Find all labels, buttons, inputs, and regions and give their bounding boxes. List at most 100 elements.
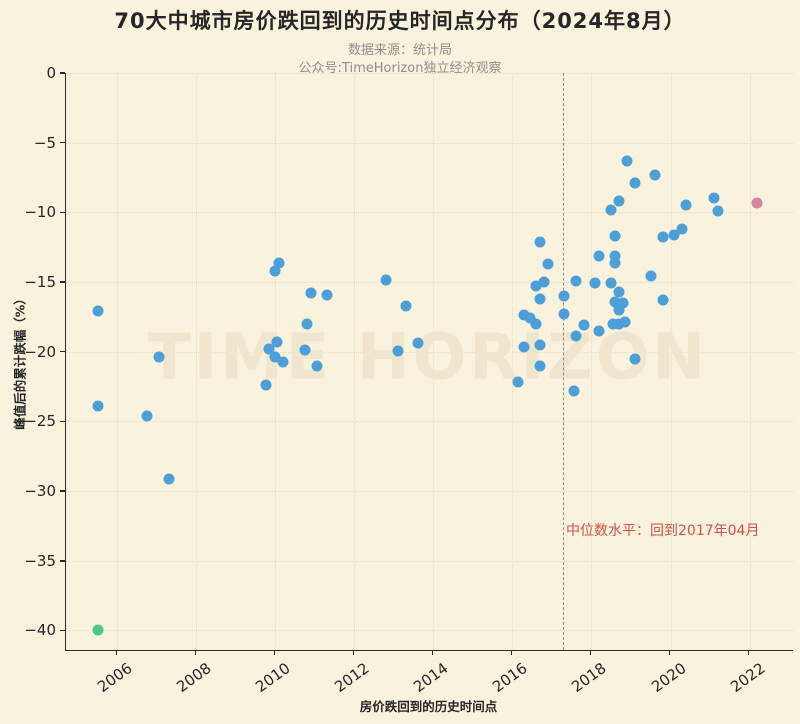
data-point-cities [613,286,625,298]
gridline-horizontal [66,491,793,493]
data-point-cities [570,330,582,342]
x-tick-mark [747,650,750,655]
gridline-vertical [196,73,198,650]
gridline-horizontal [66,142,793,144]
data-point-cities [619,316,631,328]
data-point-cities [518,341,530,353]
data-point-cities [524,312,536,324]
data-point-cities [263,343,275,355]
data-point-latest-fallback-city [751,197,763,209]
data-point-cities [269,351,281,363]
watermark: TIME HORIZON [147,320,709,394]
data-point-cities [676,223,688,235]
gridline-horizontal [66,212,793,214]
data-point-cities [607,318,619,330]
data-point-cities [712,205,724,217]
gridline-vertical [591,73,593,650]
x-tick-mark [352,650,355,655]
median-dashed-line [563,73,565,650]
data-point-cities [593,250,605,262]
data-point-earliest-fallback-city [92,624,104,636]
data-point-cities [589,277,601,289]
x-tick-label: 2006 [94,659,136,697]
data-point-cities [613,195,625,207]
x-tick-mark [273,650,276,655]
data-point-cities [534,360,546,372]
data-point-cities [534,339,546,351]
y-tick-label: −5 [33,133,56,152]
data-point-cities [518,309,530,321]
data-point-cities [613,304,625,316]
y-tick-mark [60,281,65,283]
gridline-vertical [354,73,356,650]
data-point-cities [141,410,153,422]
x-tick-label: 2012 [331,659,374,697]
y-tick-mark [60,420,65,423]
data-point-cities [260,379,272,391]
data-point-cities [299,344,311,356]
chart-subtitle-account: 公众号:TimeHorizon独立经济观察 [298,61,502,76]
data-point-cities [542,258,554,270]
data-point-cities [92,305,104,317]
x-tick-label: 2014 [410,659,453,697]
data-point-cities [657,231,669,243]
x-tick-mark [194,650,197,655]
data-point-cities [530,280,542,292]
data-point-cities [534,293,546,305]
data-point-cities [605,277,617,289]
gridline-horizontal [66,560,793,562]
data-point-cities [609,230,621,242]
gridline-vertical [670,73,672,650]
y-tick-label: −30 [24,482,56,501]
chart-subtitle-source: 数据来源：统计局 [347,43,452,58]
x-tick-label: 2010 [252,659,294,697]
data-point-cities [380,274,392,286]
gridline-vertical [749,73,751,650]
y-tick-mark [60,560,65,562]
y-tick-label: −10 [24,203,56,222]
data-point-cities [530,318,542,330]
data-point-cities [321,289,333,301]
data-point-cities [680,199,692,211]
y-tick-mark [60,629,65,632]
y-axis-label: 峰值后的累计跌幅（%） [12,292,28,430]
y-tick-mark [60,72,65,74]
chart-title: 70大中城市房价跌回到的历史时间点分布（2024年8月） [114,9,686,33]
data-point-cities [609,250,621,262]
data-point-cities [708,192,720,204]
x-tick-label: 2020 [647,659,690,697]
y-tick-mark [60,350,65,353]
x-tick-mark [589,650,592,655]
gridline-horizontal [66,73,793,74]
x-tick-mark [115,650,118,655]
gridline-horizontal [66,630,793,632]
data-point-cities [621,155,633,167]
y-tick-label: −35 [24,551,56,570]
data-point-cities [305,287,317,299]
data-point-cities [277,356,289,367]
gridline-vertical [512,73,514,650]
data-point-cities [629,353,641,365]
data-point-cities [578,319,590,331]
data-point-cities [613,318,625,330]
median-annotation: 中位数水平：回到2017年04月 [566,523,760,539]
gridline-horizontal [66,421,793,423]
data-point-cities [645,270,657,282]
data-point-cities [400,300,412,312]
data-point-cities [629,177,641,189]
data-point-cities [558,290,570,302]
plot-area: TIME HORIZON 中位数水平：回到2017年04月 [65,73,793,651]
y-tick-mark [60,490,65,492]
data-point-cities [668,229,680,241]
data-point-cities [593,325,605,337]
data-point-cities [301,318,313,330]
data-point-cities [271,336,283,348]
x-tick-label: 2018 [568,659,611,697]
data-point-cities [153,351,165,363]
data-point-cities [605,204,617,216]
x-tick-mark [431,650,434,655]
x-tick-label: 2022 [726,659,769,697]
y-tick-label: −40 [24,621,56,640]
gridline-horizontal [66,351,793,353]
